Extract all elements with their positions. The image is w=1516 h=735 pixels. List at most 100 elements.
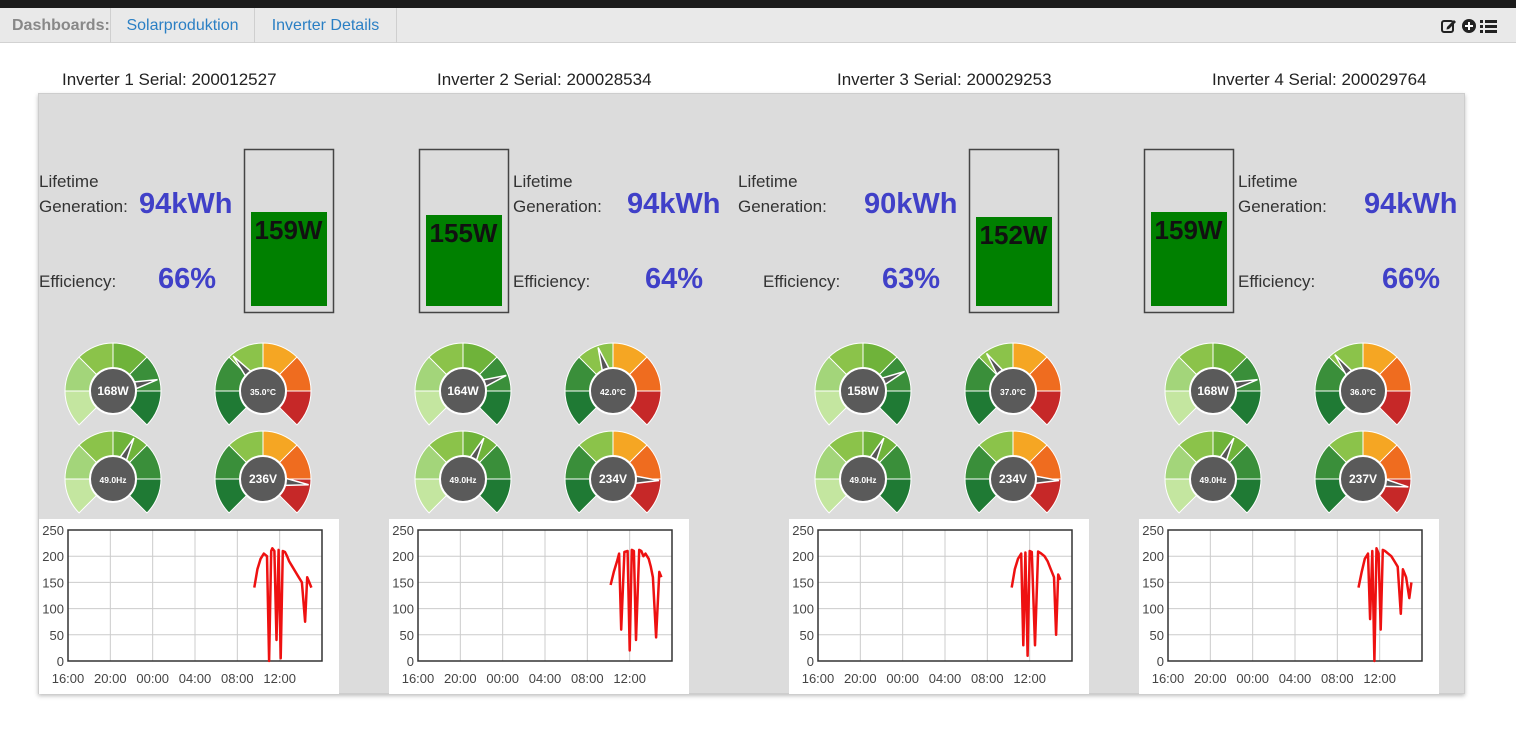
chart-y-tick-label: 200 (42, 549, 64, 564)
chart-y-tick-label: 250 (392, 523, 414, 538)
chart-x-tick-label: 20:00 (844, 671, 877, 686)
inverter-1-chart-svg: 16:00 20:00 00:00 04:00 08:00 12:00 0 50 100 150 2… (42, 523, 323, 686)
inverter-3-serial: Inverter 3 Serial: 200029253 (837, 70, 1052, 89)
inverter-1-frequency-gauge: 49.0Hz (64, 430, 162, 514)
chart-y-tick-label: 0 (807, 654, 814, 669)
inverter-2-voltage-gauge-value: 234V (599, 472, 627, 486)
chart-y-tick-label: 0 (57, 654, 64, 669)
chart-x-tick-label: 00:00 (1236, 671, 1269, 686)
inverter-4-voltage-gauge: 237V (1314, 430, 1412, 514)
inverter-2-frequency-gauge: 49.0Hz (414, 430, 512, 514)
inverter-4-efficiency-label: Efficiency: (1238, 272, 1316, 291)
chart-x-tick-label: 04:00 (179, 671, 212, 686)
chart-x-tick-label: 20:00 (1194, 671, 1227, 686)
chart-frame (67, 529, 323, 662)
chart-frame (1167, 529, 1423, 662)
inverter-3-generation-label: Generation: (738, 197, 827, 216)
inverter-3-temperature-gauge-value: 37.0°C (1000, 387, 1026, 397)
chart-y-tick-label: 50 (1150, 628, 1164, 643)
chart-x-tick-label: 08:00 (971, 671, 1004, 686)
inverter-1-efficiency-label: Efficiency: (39, 272, 117, 291)
inverter-4-power-chart: 16:00 20:00 00:00 04:00 08:00 12:00 0 50 100 150 2… (1139, 519, 1439, 694)
inverter-1-temperature-gauge: 35.0°C (214, 342, 312, 426)
chart-y-tick-label: 100 (792, 602, 814, 617)
inverter-4-chart-svg: 16:00 20:00 00:00 04:00 08:00 12:00 0 50 100 150 2… (1142, 523, 1423, 686)
chart-x-tick-label: 12:00 (1363, 671, 1396, 686)
tab-solarproduktion[interactable]: Solarproduktion (110, 8, 255, 43)
inverter-3-lifetime-value: 90kWh (864, 188, 958, 220)
chart-x-tick-label: 12:00 (1013, 671, 1046, 686)
edit-icon[interactable] (1441, 20, 1456, 33)
chart-x-tick-label: 00:00 (886, 671, 919, 686)
chart-y-tick-label: 150 (792, 575, 814, 590)
inverter-3-ac-power-gauge-value: 158W (847, 384, 879, 398)
chart-x-tick-label: 16:00 (52, 671, 85, 686)
inverter-4-temperature-gauge: 36.0°C (1314, 342, 1412, 426)
chart-y-tick-label: 50 (50, 628, 64, 643)
chart-x-tick-label: 00:00 (486, 671, 519, 686)
chart-y-tick-label: 100 (392, 602, 414, 617)
inverter-4-power-bar (1143, 148, 1235, 314)
inverter-3-power-bar (968, 148, 1060, 314)
chart-y-tick-label: 0 (407, 654, 414, 669)
inverter-3-efficiency-value: 63% (882, 263, 941, 295)
chart-y-tick-label: 150 (42, 575, 64, 590)
chart-y-tick-label: 100 (1142, 602, 1164, 617)
chart-y-tick-label: 200 (392, 549, 414, 564)
inverter-1-power-bar (243, 148, 335, 314)
chart-x-tick-label: 16:00 (402, 671, 435, 686)
inverter-3-power-value: 152W (979, 220, 1048, 250)
chart-x-tick-label: 04:00 (1279, 671, 1312, 686)
inverter-2-temperature-gauge: 42.0°C (564, 342, 662, 426)
inverter-2-lifetime-value: 94kWh (627, 188, 721, 220)
inverter-4-efficiency-value: 66% (1382, 263, 1441, 295)
chart-x-tick-label: 04:00 (929, 671, 962, 686)
chart-y-tick-label: 150 (392, 575, 414, 590)
inverter-2-frequency-gauge-value: 49.0Hz (450, 475, 477, 485)
inverter-2-efficiency-value: 64% (645, 263, 704, 295)
chart-x-tick-label: 12:00 (613, 671, 646, 686)
chart-y-tick-label: 200 (1142, 549, 1164, 564)
inverter-2-serial: Inverter 2 Serial: 200028534 (437, 70, 652, 89)
inverter-1-power-chart: 16:00 20:00 00:00 04:00 08:00 12:00 0 50 100 150 2… (39, 519, 339, 694)
inverter-4-ac-power-gauge: 168W (1164, 342, 1262, 426)
tab-inverter-details[interactable]: Inverter Details (255, 8, 397, 43)
inverter-details-panel: 168W 35.0°C 49.0Hz 236V 164W 42.0°C 49.0Hz 234V… (38, 93, 1465, 694)
inverter-2-generation-label: Generation: (513, 197, 602, 216)
chart-frame (817, 529, 1073, 662)
chart-series-line (1357, 547, 1413, 663)
inverter-2-power-value: 155W (429, 218, 498, 248)
inverter-1-power-value: 159W (254, 215, 323, 245)
chart-x-tick-label: 20:00 (94, 671, 127, 686)
chart-x-tick-label: 00:00 (136, 671, 169, 686)
inverter-3-frequency-gauge: 49.0Hz (814, 430, 912, 514)
inverter-1-lifetime-label: Lifetime (39, 172, 99, 191)
inverter-3-temperature-gauge: 37.0°C (964, 342, 1062, 426)
inverter-1-serial: Inverter 1 Serial: 200012527 (62, 70, 277, 89)
panel-graphics: 168W 35.0°C 49.0Hz 236V 164W 42.0°C 49.0Hz 234V… (64, 148, 1412, 514)
inverter-2-voltage-gauge: 234V (564, 430, 662, 514)
dashboard-nav-bar: Dashboards: Solarproduktion Inverter Det… (0, 8, 1516, 43)
inverter-2-lifetime-label: Lifetime (513, 172, 573, 191)
inverter-4-serial: Inverter 4 Serial: 200029764 (1212, 70, 1427, 89)
inverter-2-ac-power-gauge-value: 164W (447, 384, 479, 398)
inverter-4-voltage-gauge-value: 237V (1349, 472, 1377, 486)
chart-series-line (609, 548, 663, 652)
list-icon[interactable] (1480, 20, 1497, 33)
inverter-1-temperature-gauge-value: 35.0°C (250, 387, 276, 397)
inverter-4-lifetime-label: Lifetime (1238, 172, 1298, 191)
chart-y-tick-label: 0 (1157, 654, 1164, 669)
chart-x-tick-label: 12:00 (263, 671, 296, 686)
inverter-2-power-chart: 16:00 20:00 00:00 04:00 08:00 12:00 0 50 100 150 2… (389, 519, 689, 694)
add-circle-icon[interactable] (1462, 19, 1476, 33)
inverter-3-lifetime-label: Lifetime (738, 172, 798, 191)
chart-y-tick-label: 200 (792, 549, 814, 564)
inverter-2-chart-svg: 16:00 20:00 00:00 04:00 08:00 12:00 0 50 100 150 2… (392, 523, 673, 686)
dashboards-label: Dashboards: (12, 17, 110, 34)
inverter-1-voltage-gauge: 236V (214, 430, 312, 514)
inverter-3-efficiency-label: Efficiency: (763, 272, 841, 291)
inverter-4-generation-label: Generation: (1238, 197, 1327, 216)
inverter-2-efficiency-label: Efficiency: (513, 272, 591, 291)
chart-x-tick-label: 04:00 (529, 671, 562, 686)
inverter-4-power-value: 159W (1154, 215, 1223, 245)
